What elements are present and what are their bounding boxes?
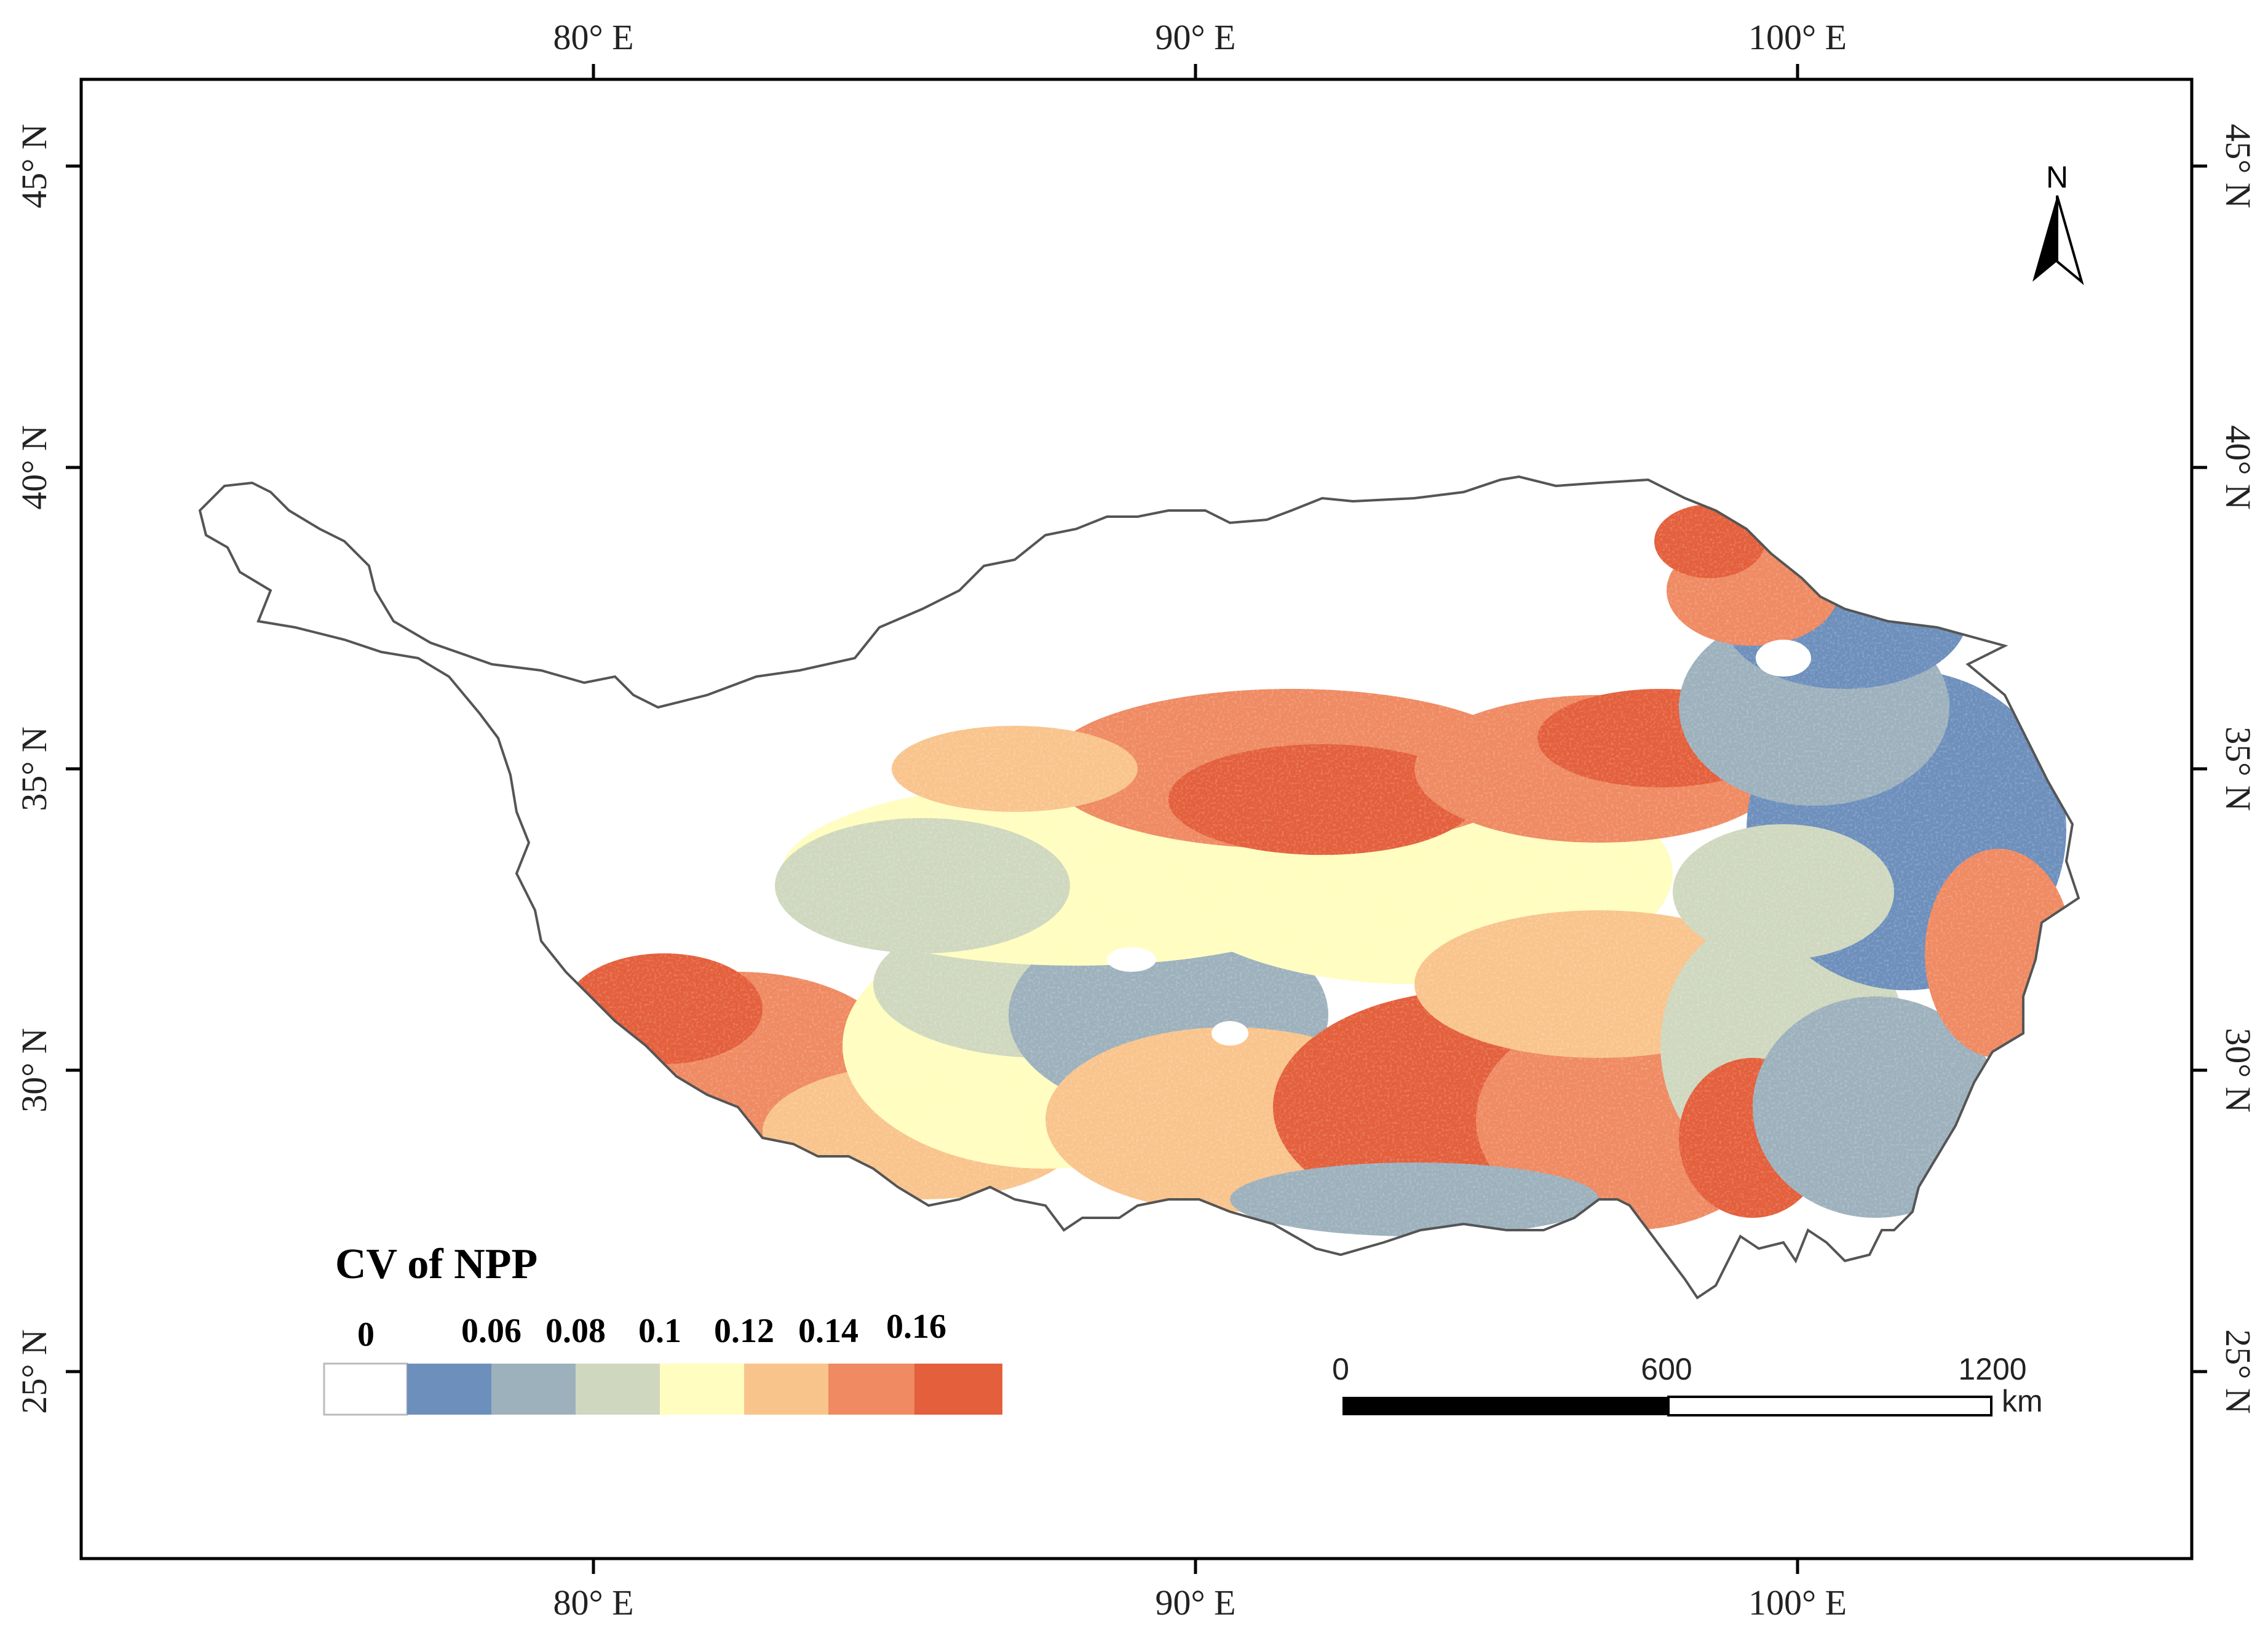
legend-tick-4: 0.12 (714, 1312, 774, 1350)
legend-title: CV of NPP (335, 1241, 537, 1288)
lat-label-30: 30° N (14, 1028, 54, 1113)
lat-label-45: 45° N (14, 124, 54, 209)
legend-tick-6: 0.16 (886, 1308, 946, 1346)
lat-label-35: 35° N (14, 726, 54, 811)
lon-label-100-bottom: 100° E (1748, 1583, 1847, 1623)
longitude-labels-top: 80° E 90° E 100° E (553, 17, 1847, 57)
scale-bar-white-segment (1667, 1396, 1992, 1416)
longitude-labels-bottom: 80° E 90° E 100° E (553, 1583, 1847, 1623)
legend-swatch-3 (576, 1364, 660, 1415)
north-arrow: N (2032, 160, 2084, 285)
lon-label-80: 80° E (553, 17, 633, 57)
north-arrow-icon-right-half (2056, 195, 2084, 285)
scale-bar: 0 600 1200 km (1332, 1352, 2043, 1418)
legend: CV of NPP 0 0.06 0.08 0.1 0.12 0.14 0.16 (323, 1241, 1002, 1416)
legend-swatch-2 (491, 1364, 576, 1415)
lat-label-40: 40° N (14, 425, 54, 510)
lat-label-30-right: 30° N (2218, 1028, 2258, 1113)
lat-label-25-right: 25° N (2218, 1329, 2258, 1414)
latitude-labels-left: 45° N 40° N 35° N 30° N 25° N (14, 124, 54, 1414)
latitude-labels-right: 45° N 40° N 35° N 30° N 25° N (2218, 124, 2258, 1414)
north-arrow-icon (2032, 196, 2057, 282)
scale-label-0: 0 (1332, 1352, 1349, 1386)
scale-bar-black-segment (1342, 1397, 1668, 1415)
scale-label-1200: 1200 (1958, 1352, 2026, 1386)
map-frame (79, 77, 2194, 1560)
lon-label-90-bottom: 90° E (1155, 1583, 1235, 1623)
lat-label-40-right: 40° N (2218, 425, 2258, 510)
lat-label-45-right: 45° N (2218, 124, 2258, 209)
legend-tick-3: 0.1 (638, 1312, 681, 1350)
graticule-ticks (66, 64, 2207, 1574)
legend-tick-0: 0 (357, 1316, 375, 1354)
legend-tick-1: 0.06 (461, 1312, 521, 1350)
lon-label-100: 100° E (1748, 17, 1847, 57)
scale-label-600: 600 (1641, 1352, 1692, 1386)
scale-unit: km (2002, 1384, 2043, 1418)
legend-tick-5: 0.14 (798, 1312, 858, 1350)
plateau-raster (200, 477, 2079, 1298)
legend-swatch-1 (407, 1364, 491, 1415)
lon-label-80-bottom: 80° E (553, 1583, 633, 1623)
legend-swatches (323, 1362, 1002, 1416)
lat-label-35-right: 35° N (2218, 726, 2258, 811)
lat-label-25: 25° N (14, 1329, 54, 1414)
legend-swatch-5 (744, 1364, 828, 1415)
north-label: N (2046, 160, 2068, 194)
lon-label-90: 90° E (1155, 17, 1235, 57)
legend-swatch-0 (323, 1362, 408, 1416)
legend-tick-2: 0.08 (545, 1312, 606, 1350)
legend-swatch-7 (914, 1364, 1002, 1415)
legend-swatch-4 (660, 1364, 744, 1415)
legend-swatch-6 (828, 1364, 914, 1415)
